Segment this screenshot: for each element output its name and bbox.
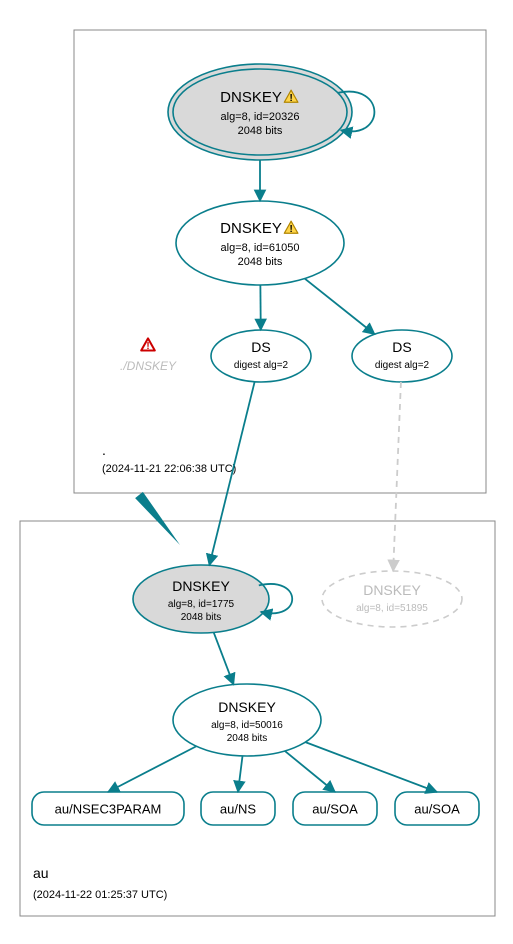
- node-ds_right-line1: digest alg=2: [375, 360, 430, 371]
- rrset-nsec3param: au/NSEC3PARAM: [32, 792, 184, 825]
- error-icon-mark: !: [146, 341, 149, 352]
- edge-root-zsk-to-ds-right: [305, 279, 375, 335]
- rrset-ns-label: au/NS: [220, 802, 256, 817]
- rrset-soa2-label: au/SOA: [414, 802, 460, 817]
- node-root_ksk: DNSKEY! alg=8, id=20326 2048 bits: [168, 64, 352, 160]
- node-au_ksk-line1: alg=8, id=1775: [168, 599, 235, 610]
- node-root_ksk-line2: 2048 bits: [238, 125, 283, 137]
- node-ds_right: DS digest alg=2: [352, 330, 452, 382]
- node-au_zsk: DNSKEY alg=8, id=50016 2048 bits: [173, 684, 321, 756]
- rrset-soa1: au/SOA: [293, 792, 377, 825]
- side-label-dnskey: ./DNSKEY: [120, 359, 177, 373]
- node-root_ksk-line0: DNSKEY: [220, 89, 282, 106]
- rrset-nsec3param-label: au/NSEC3PARAM: [55, 802, 162, 817]
- zone-entry-arrow: [135, 492, 180, 545]
- node-ds_left-line0: DS: [251, 339, 270, 355]
- au-zone-label: au: [33, 865, 49, 881]
- node-root_zsk-line1: alg=8, id=61050: [221, 242, 300, 254]
- node-au_zsk-line0: DNSKEY: [218, 699, 276, 715]
- node-au_zsk-line1: alg=8, id=50016: [211, 720, 283, 731]
- edge-ds-right-to-au-dashed: [393, 382, 401, 571]
- node-au_ksk: DNSKEY alg=8, id=1775 2048 bits: [133, 565, 269, 633]
- node-au_dashed_key-line0: DNSKEY: [363, 582, 421, 598]
- node-au_dashed_key-line1: alg=8, id=51895: [356, 603, 428, 614]
- node-root_ksk-line1: alg=8, id=20326: [221, 111, 300, 123]
- rrset-ns: au/NS: [201, 792, 275, 825]
- node-au_dashed_key: DNSKEY alg=8, id=51895: [322, 571, 462, 627]
- node-root_zsk: DNSKEY! alg=8, id=61050 2048 bits: [176, 201, 344, 285]
- edge-au-ksk-to-zsk: [214, 632, 234, 684]
- node-au_ksk-line0: DNSKEY: [172, 578, 230, 594]
- node-ds_left-line1: digest alg=2: [234, 360, 289, 371]
- rrset-soa1-label: au/SOA: [312, 802, 358, 817]
- node-au_ksk-line2: 2048 bits: [181, 612, 222, 623]
- node-root_zsk-line2: 2048 bits: [238, 256, 283, 268]
- node-ds_right-line0: DS: [392, 339, 411, 355]
- warning-icon-mark: !: [289, 224, 292, 235]
- edge-au-zsk-to-nsec3: [108, 746, 196, 792]
- node-root_zsk-line0: DNSKEY: [220, 220, 282, 237]
- root-zone-label: .: [102, 442, 106, 458]
- edge-au-zsk-to-soa1: [285, 751, 335, 792]
- rrset-soa2: au/SOA: [395, 792, 479, 825]
- node-ds_left: DS digest alg=2: [211, 330, 311, 382]
- root-zone-timestamp: (2024-11-21 22:06:38 UTC): [102, 463, 236, 475]
- edge-au-zsk-to-ns: [238, 756, 243, 792]
- warning-icon-mark: !: [289, 93, 292, 104]
- au-zone-timestamp: (2024-11-22 01:25:37 UTC): [33, 889, 167, 901]
- node-au_zsk-line2: 2048 bits: [227, 733, 268, 744]
